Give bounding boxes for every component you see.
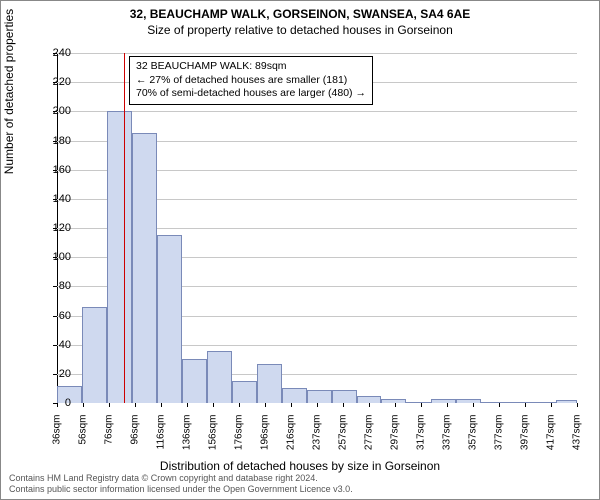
histogram-bar xyxy=(506,402,531,403)
x-axis-label: Distribution of detached houses by size … xyxy=(1,459,599,473)
x-tick-label: 317sqm xyxy=(416,415,427,455)
histogram-bar xyxy=(531,402,556,403)
x-tick xyxy=(161,403,162,407)
x-tick xyxy=(577,403,578,407)
x-tick-label: 156sqm xyxy=(208,415,219,455)
x-tick-label: 116sqm xyxy=(156,415,167,455)
x-tick-label: 76sqm xyxy=(104,415,115,455)
grid-line xyxy=(57,111,577,112)
chart-title-sub: Size of property relative to detached ho… xyxy=(1,21,599,37)
x-tick-label: 417sqm xyxy=(546,415,557,455)
y-tick-label: 60 xyxy=(41,310,71,322)
histogram-bar xyxy=(431,399,456,403)
x-tick-label: 136sqm xyxy=(182,415,193,455)
x-tick xyxy=(317,403,318,407)
info-box-line: ← 27% of detached houses are smaller (18… xyxy=(136,74,366,88)
x-tick xyxy=(213,403,214,407)
y-tick-label: 140 xyxy=(41,193,71,205)
info-box-line: 70% of semi-detached houses are larger (… xyxy=(136,87,366,101)
x-tick-label: 56sqm xyxy=(78,415,89,455)
x-tick xyxy=(421,403,422,407)
plot-area: 32 BEAUCHAMP WALK: 89sqm← 27% of detache… xyxy=(57,53,577,403)
histogram-bar xyxy=(257,364,282,403)
x-tick-label: 237sqm xyxy=(312,415,323,455)
x-tick-label: 357sqm xyxy=(468,415,479,455)
x-tick xyxy=(369,403,370,407)
histogram-bar xyxy=(132,133,157,403)
y-tick-label: 20 xyxy=(41,368,71,380)
x-tick-label: 397sqm xyxy=(520,415,531,455)
histogram-bar xyxy=(232,381,257,403)
x-tick xyxy=(83,403,84,407)
x-tick xyxy=(395,403,396,407)
x-tick-label: 216sqm xyxy=(286,415,297,455)
x-tick-label: 176sqm xyxy=(234,415,245,455)
histogram-bar xyxy=(456,399,481,403)
x-tick-label: 277sqm xyxy=(364,415,375,455)
histogram-bar xyxy=(307,390,332,403)
histogram-bar xyxy=(381,399,406,403)
x-tick-label: 437sqm xyxy=(572,415,583,455)
footer-attribution: Contains HM Land Registry data © Crown c… xyxy=(9,473,353,495)
histogram-bar xyxy=(556,400,577,403)
footer-line1: Contains HM Land Registry data © Crown c… xyxy=(9,473,353,484)
x-tick-label: 297sqm xyxy=(390,415,401,455)
histogram-bar xyxy=(481,402,506,403)
histogram-bar xyxy=(182,359,207,403)
x-tick xyxy=(499,403,500,407)
x-tick xyxy=(525,403,526,407)
x-tick-label: 196sqm xyxy=(260,415,271,455)
x-tick xyxy=(109,403,110,407)
info-box: 32 BEAUCHAMP WALK: 89sqm← 27% of detache… xyxy=(129,56,373,105)
y-tick-label: 80 xyxy=(41,280,71,292)
x-tick-label: 377sqm xyxy=(494,415,505,455)
y-tick-label: 200 xyxy=(41,105,71,117)
x-tick xyxy=(551,403,552,407)
footer-line2: Contains public sector information licen… xyxy=(9,484,353,495)
x-tick xyxy=(239,403,240,407)
histogram-bar xyxy=(406,402,431,403)
x-tick xyxy=(447,403,448,407)
x-tick xyxy=(291,403,292,407)
y-tick-label: 0 xyxy=(41,397,71,409)
marker-line xyxy=(124,53,126,403)
histogram-bar xyxy=(82,307,107,403)
y-axis-label: Number of detached properties xyxy=(2,9,16,174)
x-tick-label: 36sqm xyxy=(52,415,63,455)
grid-line xyxy=(57,53,577,54)
y-tick-label: 240 xyxy=(41,47,71,59)
y-tick-label: 180 xyxy=(41,135,71,147)
y-tick-label: 220 xyxy=(41,76,71,88)
y-tick-label: 40 xyxy=(41,339,71,351)
histogram-bar xyxy=(357,396,382,403)
chart-title-main: 32, BEAUCHAMP WALK, GORSEINON, SWANSEA, … xyxy=(1,1,599,21)
histogram-bar xyxy=(107,111,132,403)
x-tick xyxy=(265,403,266,407)
chart-container: 32, BEAUCHAMP WALK, GORSEINON, SWANSEA, … xyxy=(0,0,600,500)
x-tick xyxy=(135,403,136,407)
x-tick xyxy=(473,403,474,407)
histogram-bar xyxy=(282,388,307,403)
x-tick-label: 337sqm xyxy=(442,415,453,455)
x-tick xyxy=(343,403,344,407)
y-tick-label: 160 xyxy=(41,164,71,176)
y-tick-label: 120 xyxy=(41,222,71,234)
x-tick-label: 257sqm xyxy=(338,415,349,455)
histogram-bar xyxy=(207,351,232,404)
histogram-bar xyxy=(332,390,357,403)
x-tick-label: 96sqm xyxy=(130,415,141,455)
histogram-bar xyxy=(157,235,182,403)
y-tick-label: 100 xyxy=(41,251,71,263)
info-box-line: 32 BEAUCHAMP WALK: 89sqm xyxy=(136,60,366,74)
x-tick xyxy=(187,403,188,407)
